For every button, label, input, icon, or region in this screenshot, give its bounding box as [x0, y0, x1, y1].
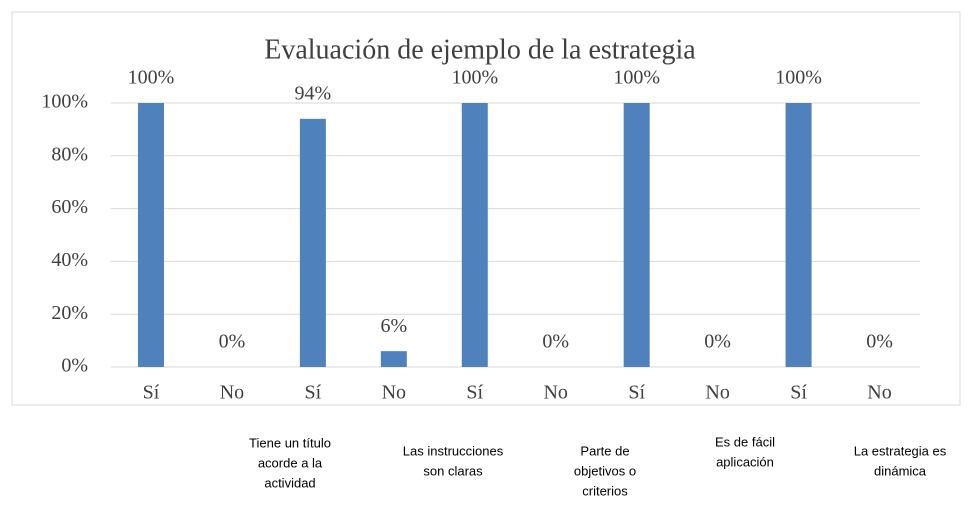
group-label: acorde a la: [258, 455, 323, 470]
value-label: 100%: [128, 67, 175, 89]
value-label: 0%: [704, 331, 731, 353]
x-tick-label: Sí: [790, 382, 807, 404]
group-label: objetivos o: [574, 463, 636, 478]
bar: [461, 103, 488, 367]
x-tick-label: Sí: [628, 382, 645, 404]
group-label: dinámica: [874, 463, 927, 478]
group-label: actividad: [264, 475, 315, 490]
y-tick-label: 60%: [51, 196, 88, 218]
bar: [299, 118, 326, 367]
value-label: 0%: [866, 331, 893, 353]
x-tick-label: No: [382, 382, 406, 404]
x-tick-label: No: [867, 382, 891, 404]
x-tick-label: Sí: [305, 382, 322, 404]
group-label: son claras: [423, 463, 483, 478]
value-label: 6%: [380, 315, 407, 337]
y-tick-label: 40%: [51, 249, 88, 271]
value-label: 94%: [295, 82, 332, 104]
group-label: Tiene un título: [249, 435, 331, 450]
x-tick-label: Sí: [143, 382, 160, 404]
group-label: aplicación: [716, 454, 774, 469]
y-tick-label: 80%: [51, 143, 88, 165]
bar: [380, 351, 407, 367]
bar: [623, 103, 650, 367]
bar: [785, 103, 812, 367]
group-label: criterios: [582, 483, 628, 498]
group-label: Es de fácil: [715, 434, 775, 449]
group-label: La estrategia es: [854, 443, 947, 458]
chart-title: Evaluación de ejemplo de la estrategia: [264, 34, 696, 65]
bar: [137, 103, 164, 367]
y-tick-label: 100%: [41, 91, 88, 113]
y-tick-label: 0%: [61, 355, 88, 377]
value-label: 100%: [451, 67, 498, 89]
group-label: Las instrucciones: [403, 443, 504, 458]
x-tick-label: No: [705, 382, 729, 404]
group-label: Parte de: [580, 443, 629, 458]
y-tick-label: 20%: [51, 302, 88, 324]
value-label: 100%: [613, 67, 660, 89]
value-label: 0%: [542, 331, 569, 353]
value-label: 0%: [219, 331, 246, 353]
x-tick-label: No: [543, 382, 567, 404]
value-label: 100%: [775, 67, 822, 89]
x-tick-label: No: [220, 382, 244, 404]
x-tick-label: Sí: [466, 382, 483, 404]
